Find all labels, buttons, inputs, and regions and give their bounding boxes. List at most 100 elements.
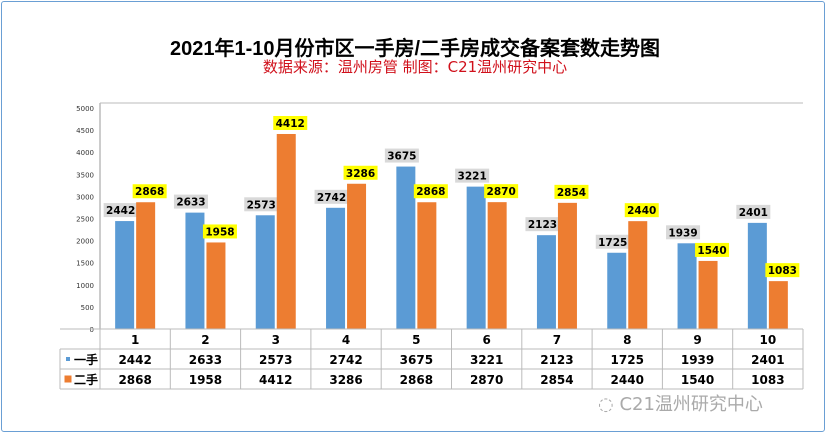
data-label: 3675 bbox=[387, 151, 416, 163]
y-tick-label: 2000 bbox=[76, 238, 94, 246]
data-label: 1725 bbox=[598, 237, 627, 249]
bar-second-hand bbox=[206, 242, 226, 329]
data-label: 1083 bbox=[768, 265, 797, 277]
x-tick-label: 1 bbox=[131, 333, 139, 347]
data-label-bg bbox=[624, 203, 659, 218]
legend-key-second-hand bbox=[64, 375, 72, 383]
data-label-bg bbox=[413, 184, 448, 199]
data-label-bg bbox=[244, 197, 279, 212]
bar-new-home bbox=[466, 186, 486, 329]
bar-second-hand bbox=[628, 221, 648, 329]
x-tick-label: 7 bbox=[553, 333, 561, 347]
bar-new-home bbox=[255, 215, 275, 329]
bar-second-hand bbox=[698, 260, 718, 329]
data-label-bg bbox=[554, 184, 589, 199]
data-label-bg bbox=[273, 115, 308, 130]
data-label: 2440 bbox=[627, 205, 656, 217]
data-label: 2868 bbox=[135, 186, 164, 198]
data-label: 2854 bbox=[557, 187, 586, 199]
data-label-bg bbox=[132, 184, 167, 199]
table-cell: 2123 bbox=[540, 353, 573, 367]
chart-frame bbox=[1, 1, 825, 432]
bar-second-hand bbox=[417, 202, 437, 329]
data-label-bg bbox=[384, 148, 419, 163]
data-label: 1958 bbox=[205, 226, 234, 238]
data-label-bg bbox=[202, 224, 237, 239]
y-tick-label: 3500 bbox=[76, 171, 94, 179]
data-label: 2633 bbox=[176, 197, 205, 209]
y-tick-label: 5000 bbox=[76, 105, 94, 113]
data-label: 4412 bbox=[276, 118, 305, 130]
data-label-bg bbox=[343, 165, 378, 180]
bar-second-hand bbox=[557, 202, 577, 329]
legend-label: 二手 bbox=[74, 372, 98, 387]
table-cell: 3221 bbox=[470, 353, 503, 367]
data-label-bg bbox=[695, 242, 730, 257]
data-label-bg bbox=[736, 204, 771, 219]
bar-second-hand bbox=[487, 202, 507, 329]
y-tick-label: 3000 bbox=[76, 193, 94, 201]
data-label: 2442 bbox=[106, 205, 135, 217]
data-label-bg bbox=[525, 217, 560, 232]
legend-label: 一手 bbox=[74, 352, 98, 367]
bar-new-home bbox=[607, 252, 627, 329]
legend-key-new-home bbox=[66, 357, 70, 361]
data-label: 3221 bbox=[458, 171, 487, 183]
data-label-bg bbox=[103, 203, 138, 218]
y-tick-label: 4000 bbox=[76, 149, 94, 157]
bar-new-home bbox=[115, 221, 135, 329]
data-label: 3286 bbox=[346, 168, 375, 180]
data-label: 2868 bbox=[416, 186, 445, 198]
table-cell: 2440 bbox=[611, 373, 644, 387]
table-cell: 2868 bbox=[400, 373, 433, 387]
data-label: 2123 bbox=[528, 219, 557, 231]
bar-second-hand bbox=[768, 281, 788, 329]
table-cell: 2401 bbox=[751, 353, 784, 367]
table-cell: 1958 bbox=[189, 373, 222, 387]
y-tick-label: 0 bbox=[90, 326, 94, 334]
data-label: 2573 bbox=[247, 199, 276, 211]
table-cell: 1083 bbox=[751, 373, 784, 387]
data-label-bg bbox=[666, 225, 701, 240]
table-cell: 2854 bbox=[540, 373, 573, 387]
table-cell: 4412 bbox=[259, 373, 292, 387]
data-label: 1540 bbox=[697, 245, 726, 257]
table-cell: 2742 bbox=[329, 353, 362, 367]
y-tick-label: 4500 bbox=[76, 127, 94, 135]
data-label-bg bbox=[314, 189, 349, 204]
bar-new-home bbox=[536, 235, 556, 329]
table-cell: 2573 bbox=[259, 353, 292, 367]
bar-new-home bbox=[185, 212, 205, 329]
data-label: 2870 bbox=[487, 186, 516, 198]
table-cell: 1540 bbox=[681, 373, 714, 387]
data-label-bg bbox=[173, 194, 208, 209]
x-tick-label: 2 bbox=[201, 333, 209, 347]
data-label-bg bbox=[455, 168, 490, 183]
table-cell: 3675 bbox=[400, 353, 433, 367]
bar-second-hand bbox=[276, 133, 296, 329]
x-tick-label: 3 bbox=[272, 333, 280, 347]
data-label: 2742 bbox=[317, 192, 346, 204]
chart-subtitle: 数据来源：温州房管 制图：C21温州研究中心 bbox=[262, 58, 568, 76]
x-tick-label: 9 bbox=[693, 333, 701, 347]
chart-title: 2021年1-10月份市区一手房/二手房成交备案套数走势图 bbox=[169, 38, 661, 60]
bar-new-home bbox=[677, 243, 697, 329]
x-tick-label: 5 bbox=[412, 333, 420, 347]
table-cell: 2868 bbox=[118, 373, 151, 387]
y-tick-label: 500 bbox=[81, 304, 94, 312]
x-tick-label: 10 bbox=[759, 333, 776, 347]
data-label-bg bbox=[484, 184, 519, 199]
bar-new-home bbox=[747, 222, 767, 329]
data-label-bg bbox=[595, 234, 630, 249]
x-tick-label: 8 bbox=[623, 333, 631, 347]
table-cell: 1939 bbox=[681, 353, 714, 367]
table-cell: 2442 bbox=[118, 353, 151, 367]
bar-second-hand bbox=[347, 183, 367, 329]
y-tick-label: 1500 bbox=[76, 260, 94, 268]
table-cell: 2633 bbox=[189, 353, 222, 367]
bar-new-home bbox=[396, 166, 416, 329]
data-label: 1939 bbox=[668, 227, 697, 239]
table-cell: 3286 bbox=[329, 373, 362, 387]
data-label: 2401 bbox=[739, 207, 768, 219]
